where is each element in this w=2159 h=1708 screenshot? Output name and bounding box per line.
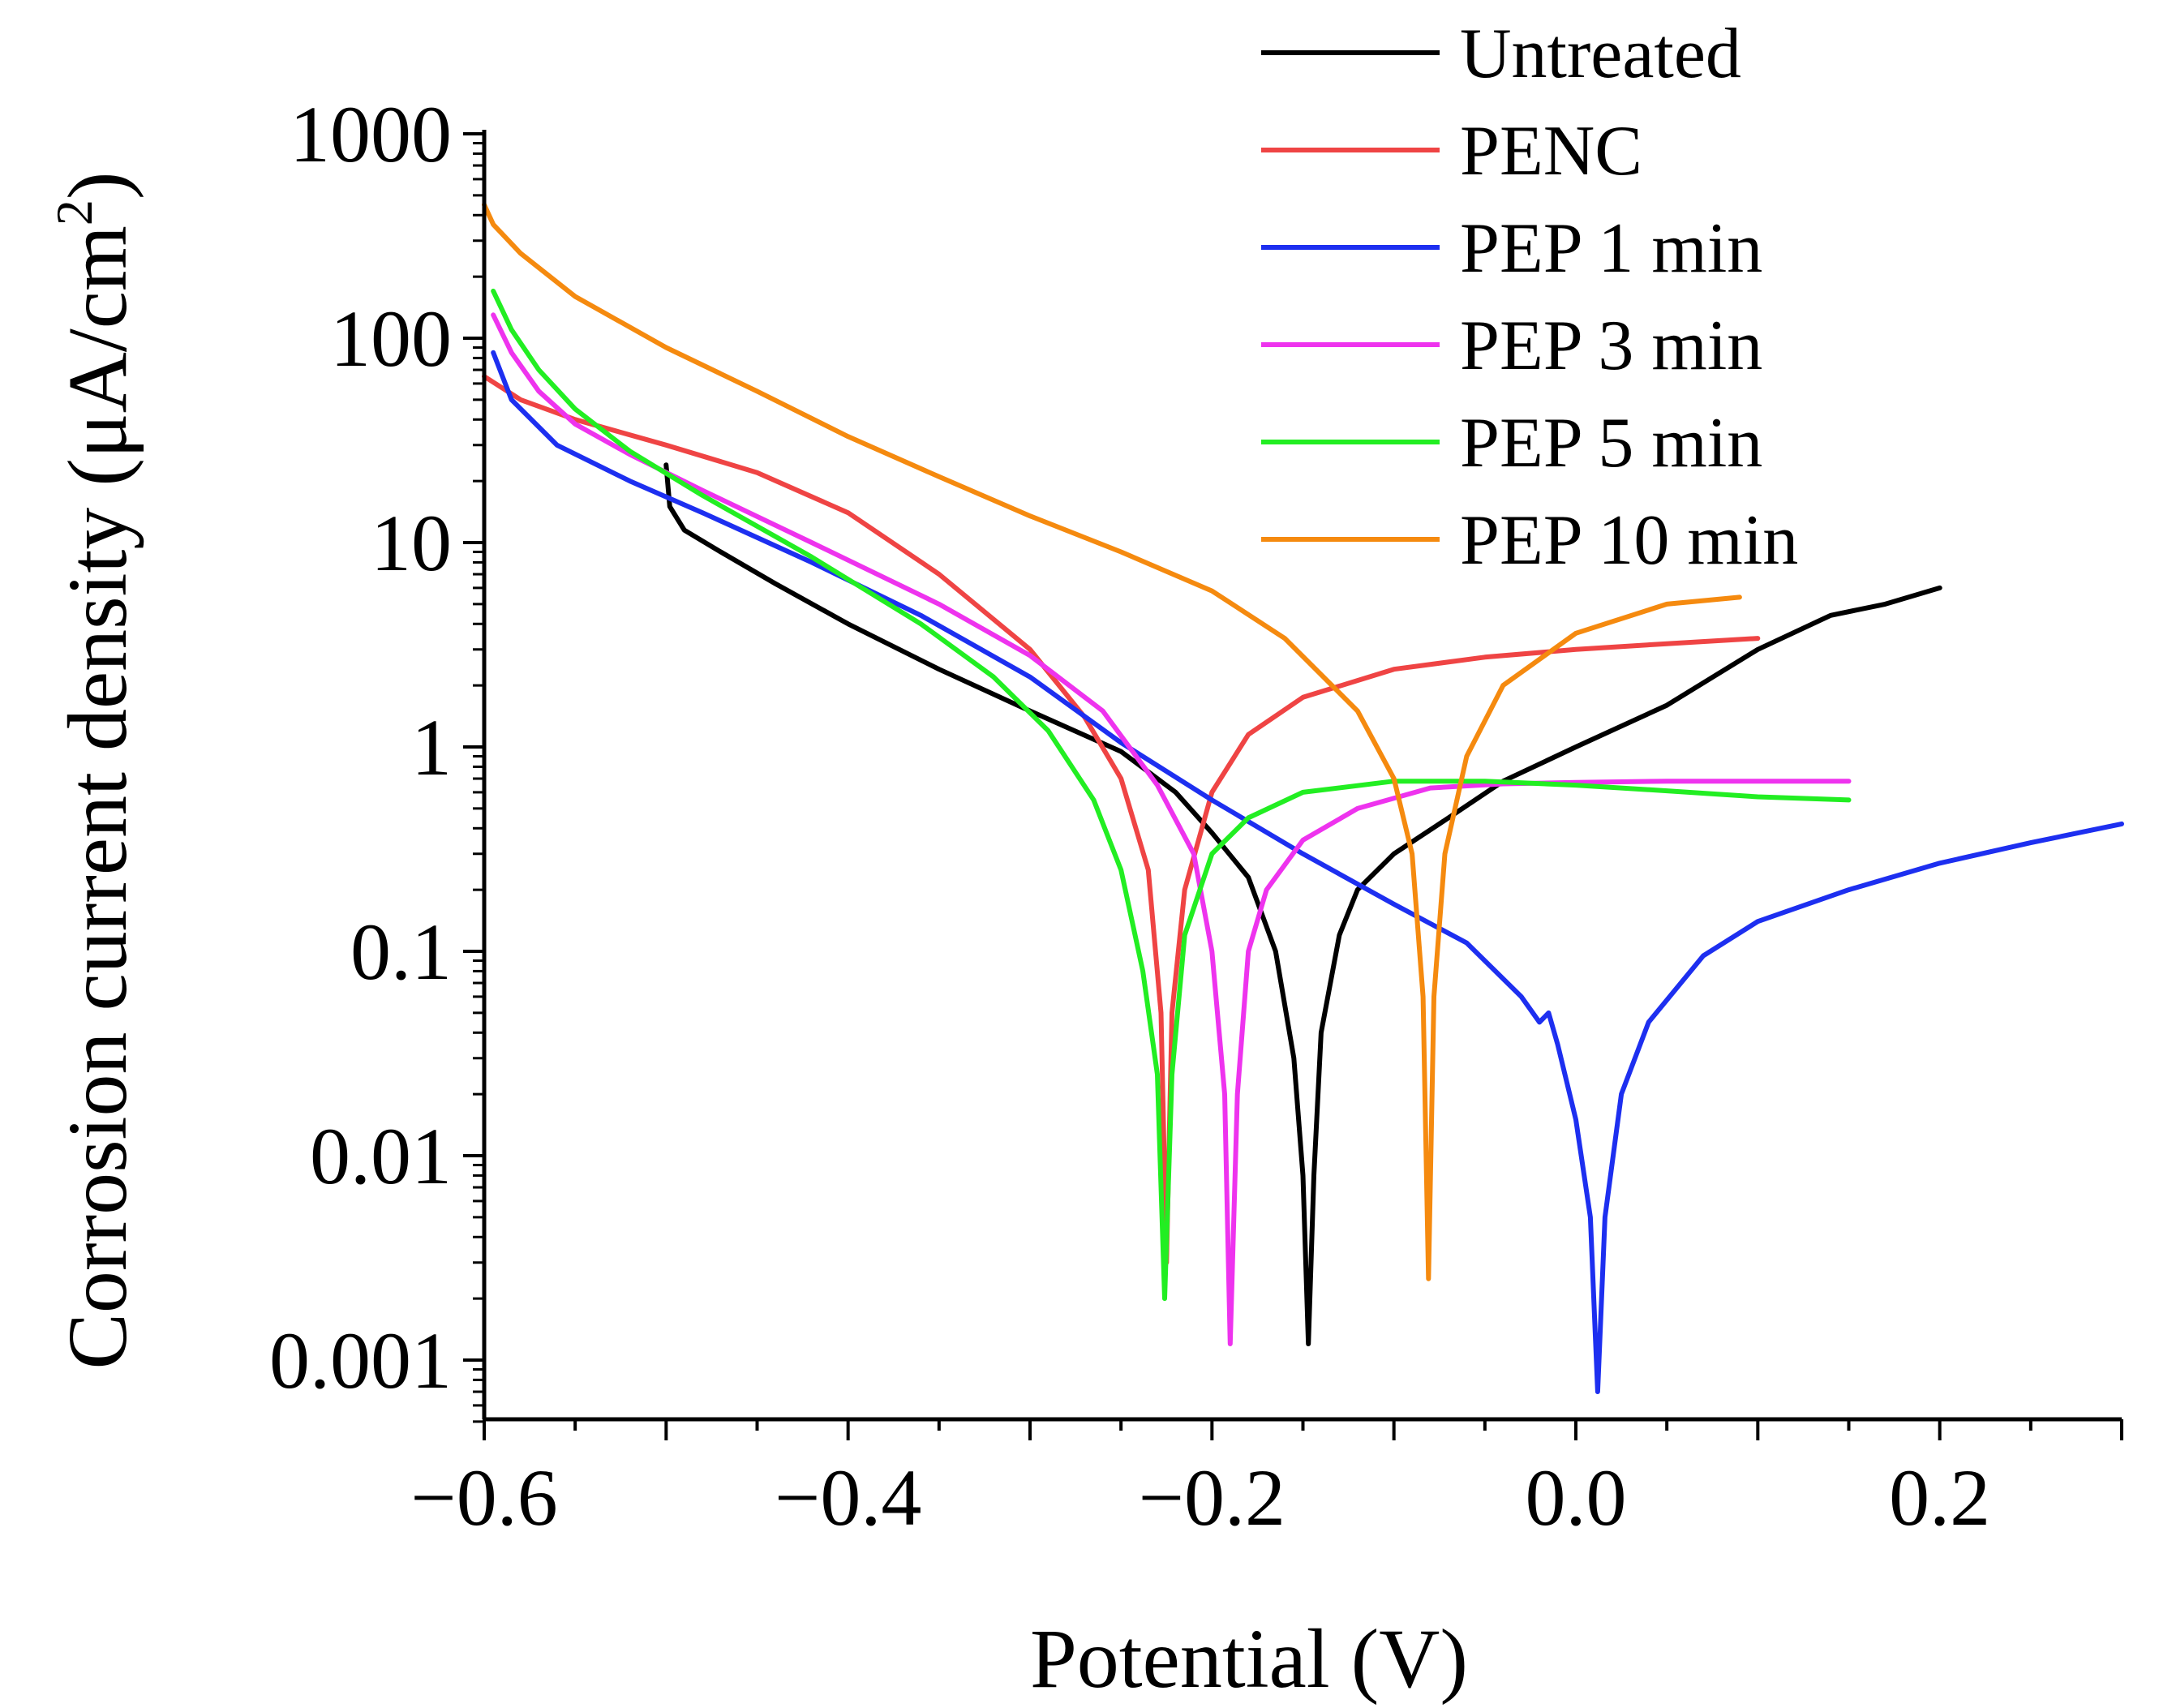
- x-tick-label: −0.2: [1139, 1453, 1286, 1543]
- y-tick-label: 0.01: [310, 1111, 452, 1201]
- legend-label-pep-1-min: PEP 1 min: [1460, 209, 1762, 288]
- y-tick-label: 1: [411, 702, 452, 792]
- x-tick-label: 0.0: [1526, 1453, 1627, 1543]
- axes-layer: [463, 130, 2123, 1440]
- series-line-penc: [482, 374, 1761, 1265]
- legend-label-untreated: Untreated: [1460, 15, 1741, 93]
- x-tick-label: 0.2: [1889, 1453, 1990, 1543]
- x-tick-label: −0.6: [410, 1453, 557, 1543]
- legend-label-pep-3-min: PEP 3 min: [1460, 307, 1762, 385]
- legend-label-pep-10-min: PEP 10 min: [1460, 501, 1798, 580]
- series-line-pep-10-min: [482, 202, 1742, 1281]
- series-line-pep-5-min: [491, 288, 1852, 1302]
- y-axis-title: Corrosion current density (μA/cm2): [45, 172, 144, 1370]
- series-layer: [482, 202, 2124, 1394]
- y-tick-label: 10: [371, 498, 452, 588]
- y-tick-label: 0.001: [269, 1315, 452, 1405]
- series-line-untreated: [663, 462, 1942, 1346]
- x-tick-label: −0.4: [775, 1453, 921, 1543]
- tick-labels: −0.6 −0.4 −0.2 0.0 0.2 1000 100 10 1 0.1 0.01 0.001: [269, 89, 1990, 1543]
- y-axis-title-main: Corrosion current density (μA/cm: [51, 225, 144, 1369]
- series-line-pep-1-min: [491, 350, 2124, 1394]
- legend: Untreated PENC PEP 1 min PEP 3 min PEP 5 min…: [1261, 15, 1798, 580]
- legend-label-pep-5-min: PEP 5 min: [1460, 404, 1762, 483]
- legend-label-penc: PENC: [1460, 112, 1642, 191]
- y-axis-title-close: ): [51, 172, 144, 200]
- x-axis-title: Potential (V): [1030, 1612, 1468, 1706]
- y-axis-title-superscript: 2: [45, 200, 103, 225]
- y-tick-label: 0.1: [350, 907, 452, 997]
- y-tick-label: 1000: [290, 89, 452, 179]
- y-tick-label: 100: [330, 294, 452, 384]
